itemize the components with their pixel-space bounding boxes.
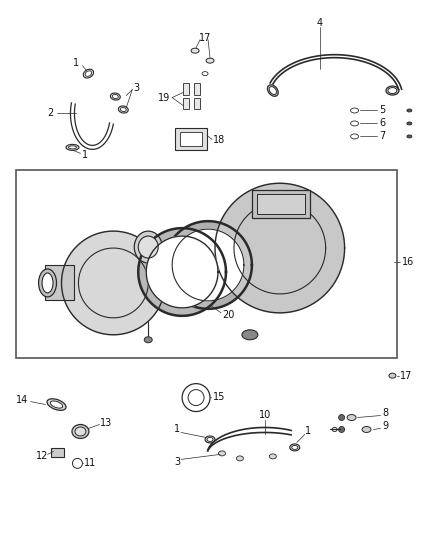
Text: 3: 3 xyxy=(133,83,139,93)
Ellipse shape xyxy=(42,273,53,293)
Text: 16: 16 xyxy=(403,257,415,267)
Text: 17: 17 xyxy=(199,33,211,43)
Ellipse shape xyxy=(237,456,244,461)
Text: 2: 2 xyxy=(47,109,54,118)
Circle shape xyxy=(339,415,345,421)
Text: 1: 1 xyxy=(174,424,180,434)
Text: 20: 20 xyxy=(222,310,234,320)
Ellipse shape xyxy=(120,108,126,111)
Ellipse shape xyxy=(350,108,359,113)
Ellipse shape xyxy=(72,424,89,439)
Ellipse shape xyxy=(39,269,57,297)
Ellipse shape xyxy=(118,106,128,113)
Polygon shape xyxy=(215,183,345,313)
Ellipse shape xyxy=(269,454,276,459)
Ellipse shape xyxy=(292,446,298,449)
Ellipse shape xyxy=(347,415,356,421)
Ellipse shape xyxy=(332,427,337,432)
Text: 19: 19 xyxy=(158,93,170,102)
Ellipse shape xyxy=(386,86,399,95)
Text: 8: 8 xyxy=(382,408,389,417)
Ellipse shape xyxy=(388,87,397,94)
Ellipse shape xyxy=(202,71,208,76)
Ellipse shape xyxy=(138,236,158,258)
Bar xyxy=(45,265,74,300)
Bar xyxy=(180,132,202,147)
Bar xyxy=(50,448,64,457)
Ellipse shape xyxy=(68,146,77,149)
Ellipse shape xyxy=(50,401,63,408)
Polygon shape xyxy=(172,229,244,301)
Circle shape xyxy=(72,458,82,469)
Ellipse shape xyxy=(268,85,278,96)
Bar xyxy=(175,128,207,150)
Ellipse shape xyxy=(407,109,412,112)
Ellipse shape xyxy=(219,451,226,456)
Ellipse shape xyxy=(83,69,94,78)
Text: 1: 1 xyxy=(305,426,311,437)
Ellipse shape xyxy=(206,58,214,63)
Circle shape xyxy=(188,390,204,406)
Bar xyxy=(194,83,200,94)
Text: 9: 9 xyxy=(382,422,389,432)
Ellipse shape xyxy=(47,399,66,410)
Text: 21: 21 xyxy=(162,232,175,242)
Bar xyxy=(183,98,189,109)
Text: 1: 1 xyxy=(74,58,80,68)
Text: 11: 11 xyxy=(85,458,97,469)
Text: 10: 10 xyxy=(259,409,271,419)
Polygon shape xyxy=(138,228,226,316)
Bar xyxy=(194,98,200,109)
Ellipse shape xyxy=(350,121,359,126)
Text: 12: 12 xyxy=(36,451,49,462)
Text: 1: 1 xyxy=(82,150,88,160)
Text: 15: 15 xyxy=(213,392,226,401)
Ellipse shape xyxy=(207,438,213,441)
Ellipse shape xyxy=(85,71,92,76)
Text: 7: 7 xyxy=(379,132,386,141)
Polygon shape xyxy=(61,231,165,335)
Ellipse shape xyxy=(205,436,215,443)
Text: 18: 18 xyxy=(213,135,225,146)
Ellipse shape xyxy=(191,48,199,53)
Text: 13: 13 xyxy=(100,417,113,427)
Bar xyxy=(183,83,189,94)
Ellipse shape xyxy=(66,144,79,150)
Ellipse shape xyxy=(134,231,162,263)
Bar xyxy=(257,194,305,214)
Circle shape xyxy=(182,384,210,411)
Ellipse shape xyxy=(144,337,152,343)
Text: 6: 6 xyxy=(379,118,385,128)
Text: 14: 14 xyxy=(16,394,28,405)
Text: 4: 4 xyxy=(317,18,323,28)
Polygon shape xyxy=(146,236,218,308)
Ellipse shape xyxy=(110,93,120,100)
Ellipse shape xyxy=(113,94,118,99)
Ellipse shape xyxy=(269,87,276,94)
Ellipse shape xyxy=(75,427,86,436)
Polygon shape xyxy=(164,221,252,309)
Ellipse shape xyxy=(290,444,300,451)
Bar xyxy=(16,171,397,358)
Ellipse shape xyxy=(242,330,258,340)
Ellipse shape xyxy=(407,122,412,125)
Circle shape xyxy=(339,426,345,432)
Bar xyxy=(252,190,310,218)
Ellipse shape xyxy=(407,135,412,138)
Ellipse shape xyxy=(389,373,396,378)
Text: 3: 3 xyxy=(174,457,180,467)
Text: 5: 5 xyxy=(379,106,386,116)
Ellipse shape xyxy=(362,426,371,432)
Ellipse shape xyxy=(350,134,359,139)
Text: 17: 17 xyxy=(400,370,413,381)
